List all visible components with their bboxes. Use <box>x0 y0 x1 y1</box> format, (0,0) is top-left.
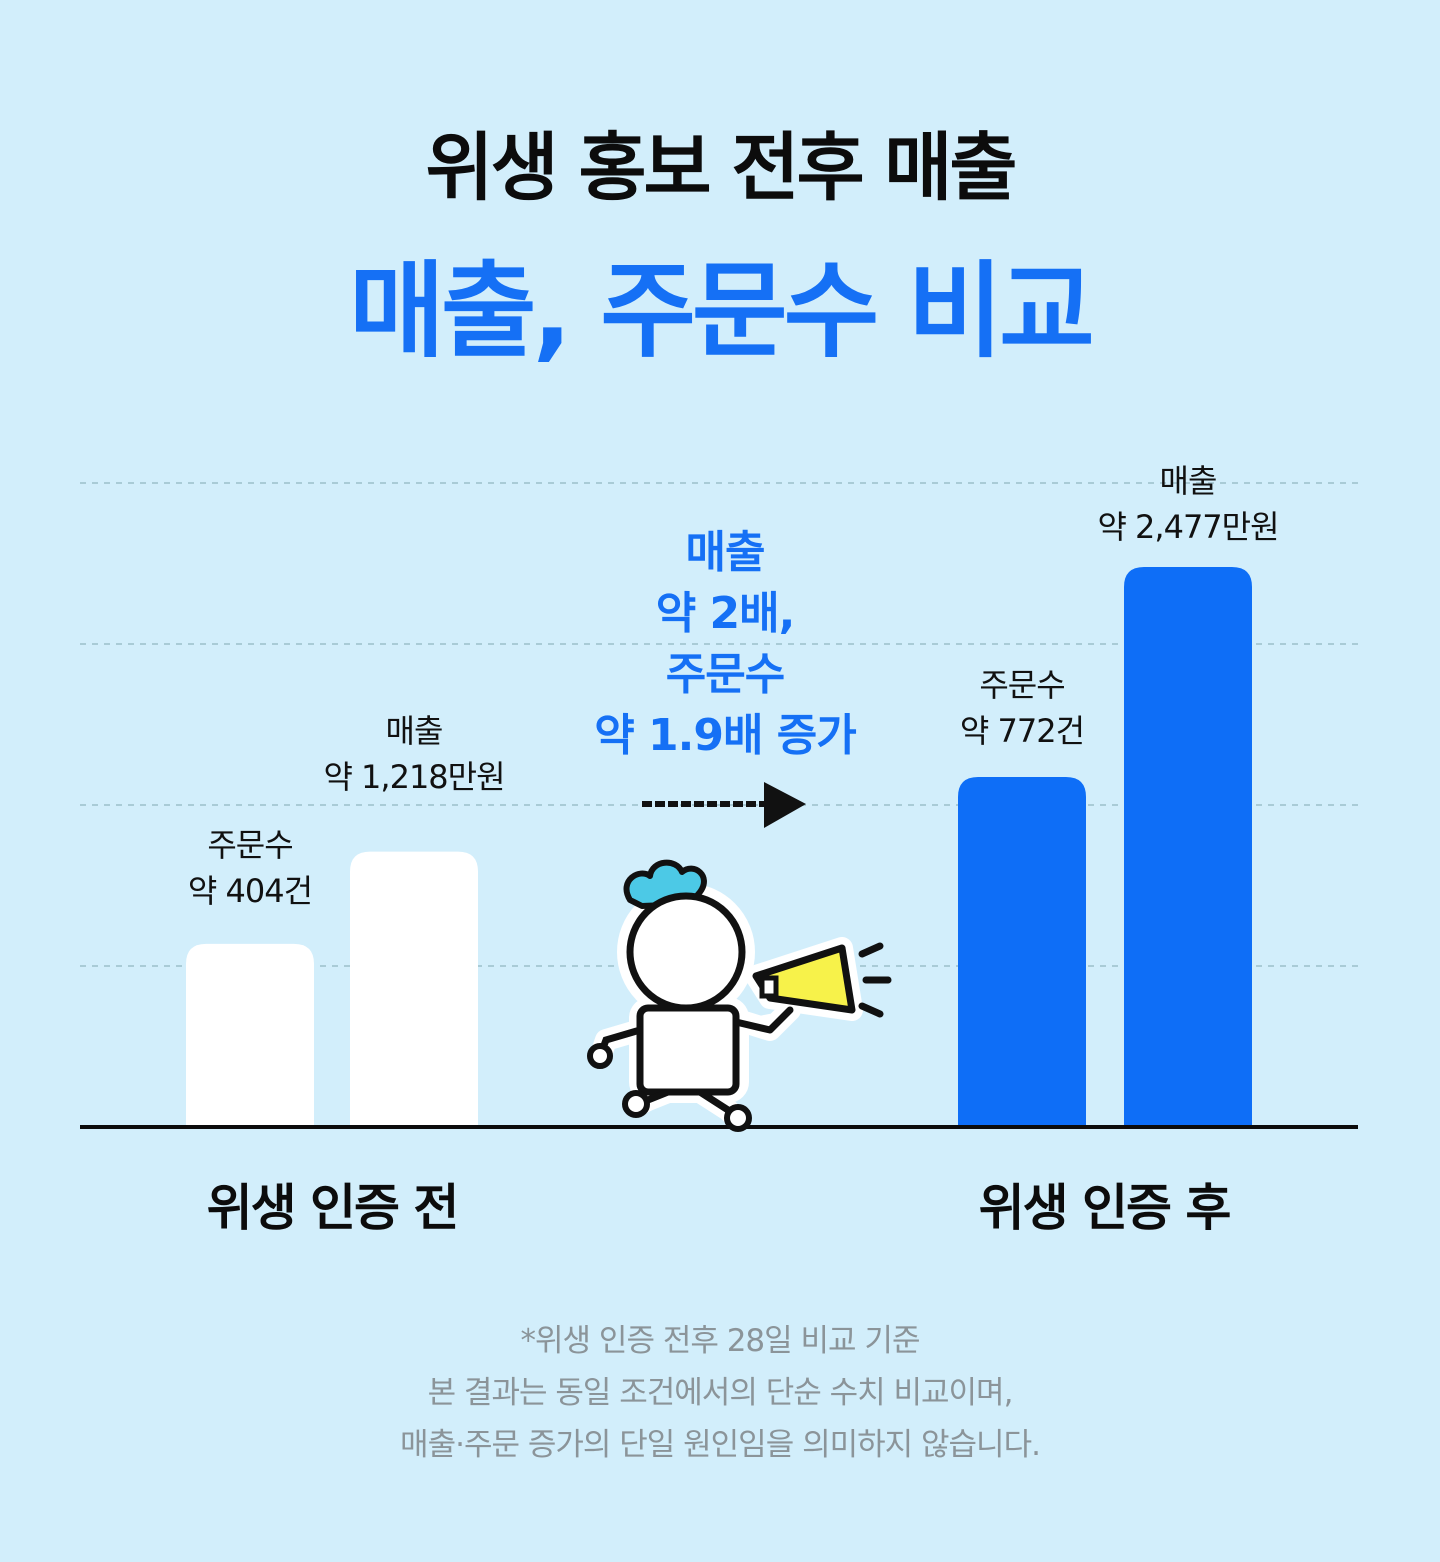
group-label-after: 위생 인증 후 <box>978 1179 1232 1237</box>
bar-after-sales <box>1124 567 1252 1127</box>
arrow-right-icon <box>642 782 806 828</box>
growth-callout: 매출 약 2배, 주문수 약 1.9배 증가 <box>594 527 857 761</box>
page-subtitle: 매출, 주문수 비교 <box>349 250 1095 372</box>
label-before-sales: 매출 약 1,218만원 <box>323 712 505 796</box>
footnote: *위생 인증 전후 28일 비교 기준 본 결과는 동일 조건에서의 단순 수치… <box>400 1323 1041 1463</box>
label-after-sales: 매출 약 2,477만원 <box>1097 462 1279 546</box>
bar-after-orders <box>958 777 1086 1127</box>
label-after-orders: 주문수 약 772건 <box>959 666 1085 750</box>
bar-chart <box>80 482 1358 1129</box>
bar-before-sales <box>350 851 478 1127</box>
label-before-orders: 주문수 약 404건 <box>187 826 313 910</box>
page-title: 위생 홍보 전후 매출 <box>425 125 1018 211</box>
megaphone-icon <box>752 942 892 1018</box>
bar-before-orders <box>186 943 314 1127</box>
group-label-before: 위생 인증 전 <box>206 1179 460 1237</box>
